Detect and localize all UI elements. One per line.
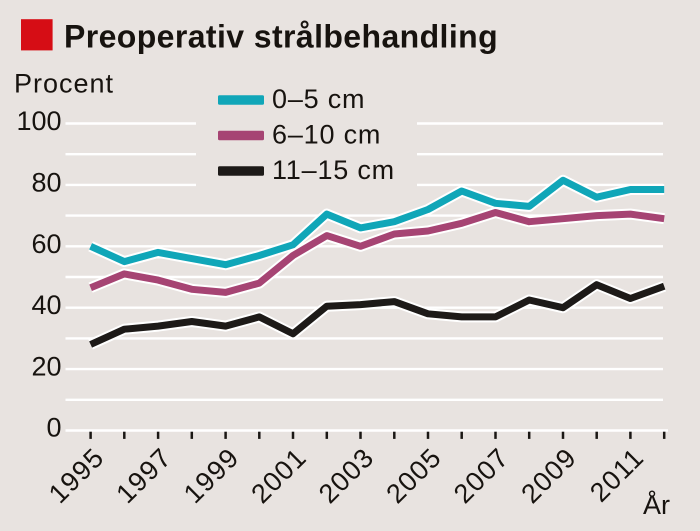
svg-text:År: År (643, 489, 670, 520)
svg-text:40: 40 (31, 290, 61, 320)
svg-text:80: 80 (31, 167, 61, 197)
svg-text:Procent: Procent (14, 69, 114, 99)
svg-text:11–15 cm: 11–15 cm (272, 155, 395, 185)
svg-text:100: 100 (16, 106, 61, 136)
svg-text:60: 60 (31, 229, 61, 259)
svg-text:6–10 cm: 6–10 cm (272, 120, 381, 150)
svg-text:20: 20 (31, 352, 61, 382)
svg-text:0–5 cm: 0–5 cm (272, 84, 365, 114)
svg-text:Preoperativ strålbehandling: Preoperativ strålbehandling (64, 19, 498, 55)
svg-text:0: 0 (46, 413, 61, 443)
